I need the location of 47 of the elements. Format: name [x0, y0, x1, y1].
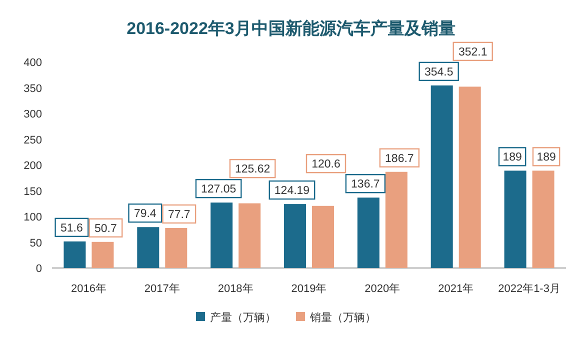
x-tick-label: 2022年1-3月 — [498, 283, 560, 295]
y-tick-label: 300 — [24, 108, 42, 120]
x-tick-label: 2019年 — [291, 283, 327, 295]
bar — [284, 204, 306, 268]
bar — [385, 172, 408, 268]
data-label: 120.6 — [312, 158, 340, 171]
bar — [312, 206, 334, 268]
y-tick-label: 200 — [24, 160, 42, 172]
data-label: 124.19 — [274, 185, 310, 198]
y-tick-label: 100 — [24, 212, 42, 224]
bar — [532, 170, 554, 268]
data-label: 186.7 — [385, 152, 414, 165]
bar — [92, 242, 114, 268]
data-label: 77.7 — [168, 208, 190, 221]
data-label: 136.7 — [351, 178, 380, 191]
x-tick-label: 2016年 — [70, 283, 106, 295]
legend-label: 销量（万辆） — [309, 312, 376, 324]
data-label: 354.5 — [424, 66, 454, 78]
data-label: 51.6 — [60, 222, 83, 234]
bar — [165, 228, 188, 268]
bar — [430, 85, 453, 268]
bar — [210, 202, 233, 268]
data-label: 125.62 — [234, 164, 270, 176]
data-label: 189 — [502, 152, 522, 164]
x-tick-label: 2017年 — [144, 283, 180, 295]
y-tick-label: 400 — [24, 57, 42, 69]
y-tick-label: 50 — [30, 237, 42, 250]
data-label: 189 — [536, 152, 556, 164]
bar — [137, 227, 160, 268]
y-tick-label: 0 — [36, 263, 42, 275]
bar — [458, 86, 481, 268]
x-tick-label: 2018年 — [218, 283, 254, 295]
y-tick-label: 350 — [24, 82, 42, 95]
bar — [357, 198, 380, 268]
y-tick-label: 150 — [24, 186, 42, 198]
chart-title: 2016-2022年3月中国新能源汽车产量及销量 — [126, 19, 456, 38]
data-label: 127.05 — [200, 184, 236, 196]
legend-label: 产量（万辆） — [210, 311, 276, 324]
x-tick-label: 2020年 — [364, 283, 400, 295]
bar — [238, 203, 261, 268]
bar — [504, 170, 526, 268]
data-label: 50.7 — [94, 222, 117, 235]
bar — [64, 241, 86, 268]
y-tick-label: 250 — [24, 134, 42, 146]
data-label: 79.4 — [134, 208, 157, 220]
data-label: 352.1 — [458, 46, 488, 58]
x-tick-label: 2021年 — [438, 283, 474, 295]
